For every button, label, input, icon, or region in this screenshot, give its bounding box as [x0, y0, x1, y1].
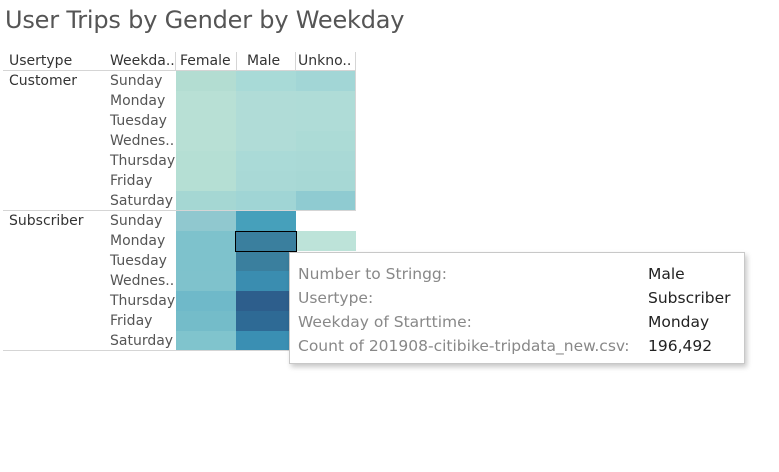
tooltip-value: 196,492 [648, 337, 713, 355]
heatmap-cell[interactable] [176, 251, 236, 271]
weekday-label: Thursday [110, 153, 176, 169]
usertype-label: Customer [9, 73, 78, 89]
heatmap-cell[interactable] [176, 211, 236, 231]
heatmap-cell[interactable] [236, 271, 296, 291]
weekday-label: Friday [110, 173, 153, 189]
heatmap-cell[interactable] [296, 151, 356, 171]
heatmap-cell[interactable] [296, 91, 356, 111]
weekday-label: Monday [110, 233, 166, 249]
group-divider [3, 210, 356, 211]
tooltip-key: Usertype: [298, 289, 374, 307]
heatmap-cell[interactable] [296, 71, 356, 91]
column-divider [175, 52, 176, 70]
heatmap-cell[interactable] [176, 131, 236, 151]
weekday-label: Saturday [110, 333, 174, 349]
weekday-label: Monday [110, 93, 166, 109]
column-divider [236, 52, 237, 70]
heatmap-cell[interactable] [236, 151, 296, 171]
weekday-label: Wednes.. [110, 133, 175, 149]
tooltip-key: Count of 201908-citibike-tripdata_new.cs… [298, 337, 630, 355]
selected-cell-outline[interactable] [235, 231, 297, 252]
heatmap-cell[interactable] [176, 71, 236, 91]
weekday-label: Thursday [110, 293, 176, 309]
header-unknown[interactable]: Unkno.. [298, 53, 352, 69]
heatmap-cell[interactable] [236, 111, 296, 131]
column-divider [295, 52, 296, 70]
heatmap-cell[interactable] [236, 211, 296, 231]
header-female[interactable]: Female [180, 53, 231, 69]
tooltip-value: Monday [648, 313, 710, 331]
heatmap-cell[interactable] [176, 291, 236, 311]
header-usertype[interactable]: Usertype [9, 53, 73, 69]
heatmap-cell[interactable] [236, 331, 296, 351]
weekday-label: Tuesday [110, 113, 167, 129]
heatmap-cell[interactable] [236, 191, 296, 211]
weekday-label: Sunday [110, 213, 163, 229]
usertype-label: Subscriber [9, 213, 84, 229]
heatmap-cell[interactable] [176, 191, 236, 211]
heatmap-cell[interactable] [176, 311, 236, 331]
heatmap-cell[interactable] [176, 151, 236, 171]
heatmap-cell[interactable] [236, 231, 296, 251]
heatmap-cell[interactable] [176, 91, 236, 111]
heatmap-cell[interactable] [296, 111, 356, 131]
header-male[interactable]: Male [247, 53, 281, 69]
weekday-label: Friday [110, 313, 153, 329]
heatmap-cell[interactable] [236, 71, 296, 91]
heatmap-cell[interactable] [296, 131, 356, 151]
heatmap-cell[interactable] [176, 271, 236, 291]
header-divider [3, 70, 356, 71]
heatmap-cell[interactable] [176, 171, 236, 191]
table-bottom-line [3, 350, 356, 351]
tooltip-value: Male [648, 265, 685, 283]
tooltip-key: Number to Stringg: [298, 265, 447, 283]
weekday-label: Saturday [110, 193, 174, 209]
header-weekday[interactable]: Weekda.. [110, 53, 175, 69]
chart-title: User Trips by Gender by Weekday [5, 6, 405, 34]
weekday-label: Wednes.. [110, 273, 175, 289]
weekday-label: Sunday [110, 73, 163, 89]
heatmap-cell[interactable] [176, 331, 236, 351]
heatmap-cell[interactable] [236, 251, 296, 271]
heatmap-cell[interactable] [296, 171, 356, 191]
tooltip: Number to Stringg: Male Usertype: Subscr… [289, 252, 745, 364]
heatmap-cell[interactable] [236, 291, 296, 311]
heatmap-cell[interactable] [296, 231, 356, 251]
heatmap-cell[interactable] [176, 231, 236, 251]
heatmap-cell[interactable] [296, 191, 356, 211]
heatmap-cell[interactable] [236, 91, 296, 111]
tooltip-key: Weekday of Starttime: [298, 313, 472, 331]
tooltip-value: Subscriber [648, 289, 731, 307]
column-divider [355, 52, 356, 210]
weekday-label: Tuesday [110, 253, 167, 269]
heatmap-cell[interactable] [176, 111, 236, 131]
heatmap-cell[interactable] [236, 171, 296, 191]
heatmap-cell[interactable] [236, 131, 296, 151]
heatmap-cell[interactable] [236, 311, 296, 331]
